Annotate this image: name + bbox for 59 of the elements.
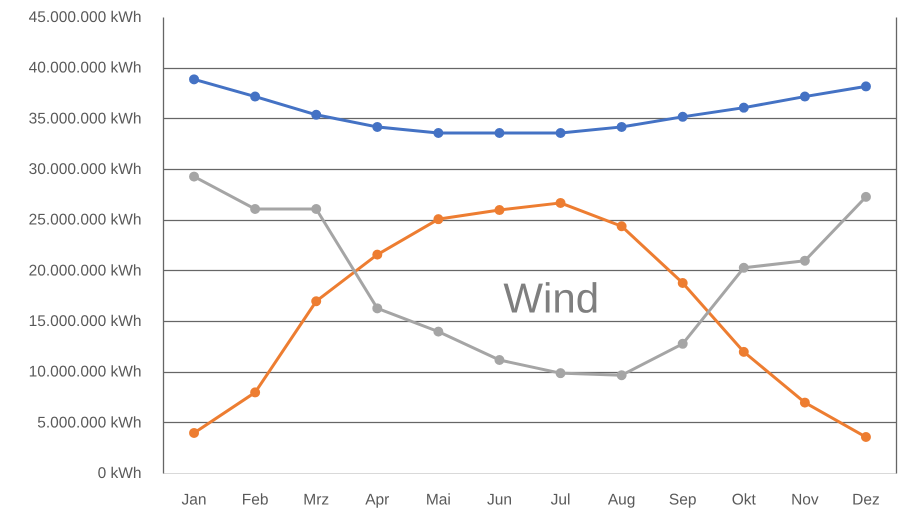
point [556, 198, 566, 208]
x-tick-label: Jun [486, 492, 512, 508]
point [189, 74, 200, 84]
point [250, 387, 260, 398]
text: Wind [503, 274, 600, 322]
y-tick-label: 45.000.000 kWh [28, 9, 142, 26]
point [860, 432, 871, 442]
y-tick-label: 35.000.000 kWh [28, 110, 142, 128]
point [678, 338, 688, 349]
y-tick-label: 15.000.000 kWh [28, 313, 142, 330]
x-tick-label: Apr [365, 492, 390, 508]
point [189, 428, 200, 438]
x-tick-label: Mrz [303, 492, 330, 508]
y-tick-label: 25.000.000 kWh [28, 212, 142, 229]
y-tick-label: 30.000.000 kWh [28, 161, 142, 178]
y-tick-label: 10.000.000 kWh [28, 364, 142, 381]
point [372, 250, 382, 260]
point [860, 81, 871, 92]
point [494, 205, 504, 216]
point [311, 110, 322, 120]
x-tick-label: Mai [426, 492, 451, 508]
point [250, 204, 260, 214]
x-tick-label: Jan [182, 492, 207, 508]
point [738, 262, 749, 273]
point [678, 112, 688, 122]
point [738, 102, 749, 113]
point [556, 128, 566, 138]
y-tick-label: 0 kWh [98, 465, 142, 482]
point [372, 303, 382, 314]
point [494, 128, 504, 138]
x-tick-label: Feb [242, 492, 268, 508]
x-tick-label: Okt [732, 492, 757, 508]
point [738, 346, 749, 357]
x-tick-label: Jul [550, 492, 570, 508]
point [800, 256, 810, 266]
point [433, 326, 444, 337]
x-tick-label: Nov [791, 492, 819, 508]
y-tick-label: 40.000.000 kWh [28, 60, 142, 77]
x-tick-label: Sep [668, 492, 697, 508]
point [556, 368, 566, 378]
point [860, 192, 871, 202]
point [311, 296, 322, 306]
point [616, 370, 627, 380]
point [800, 398, 810, 408]
point [800, 92, 810, 102]
point [433, 214, 444, 224]
point [433, 128, 444, 138]
y-tick-label: 5.000.000 kWh [37, 414, 142, 432]
point [372, 122, 382, 132]
point [678, 278, 688, 288]
x-tick-label: Dez [852, 492, 880, 508]
x-tick-label: Aug [608, 492, 636, 508]
point [616, 122, 627, 132]
y-tick-label: 20.000.000 kWh [28, 262, 142, 280]
point [494, 355, 504, 365]
point [311, 204, 322, 214]
point [250, 92, 260, 102]
point [616, 221, 627, 232]
point [189, 172, 200, 182]
